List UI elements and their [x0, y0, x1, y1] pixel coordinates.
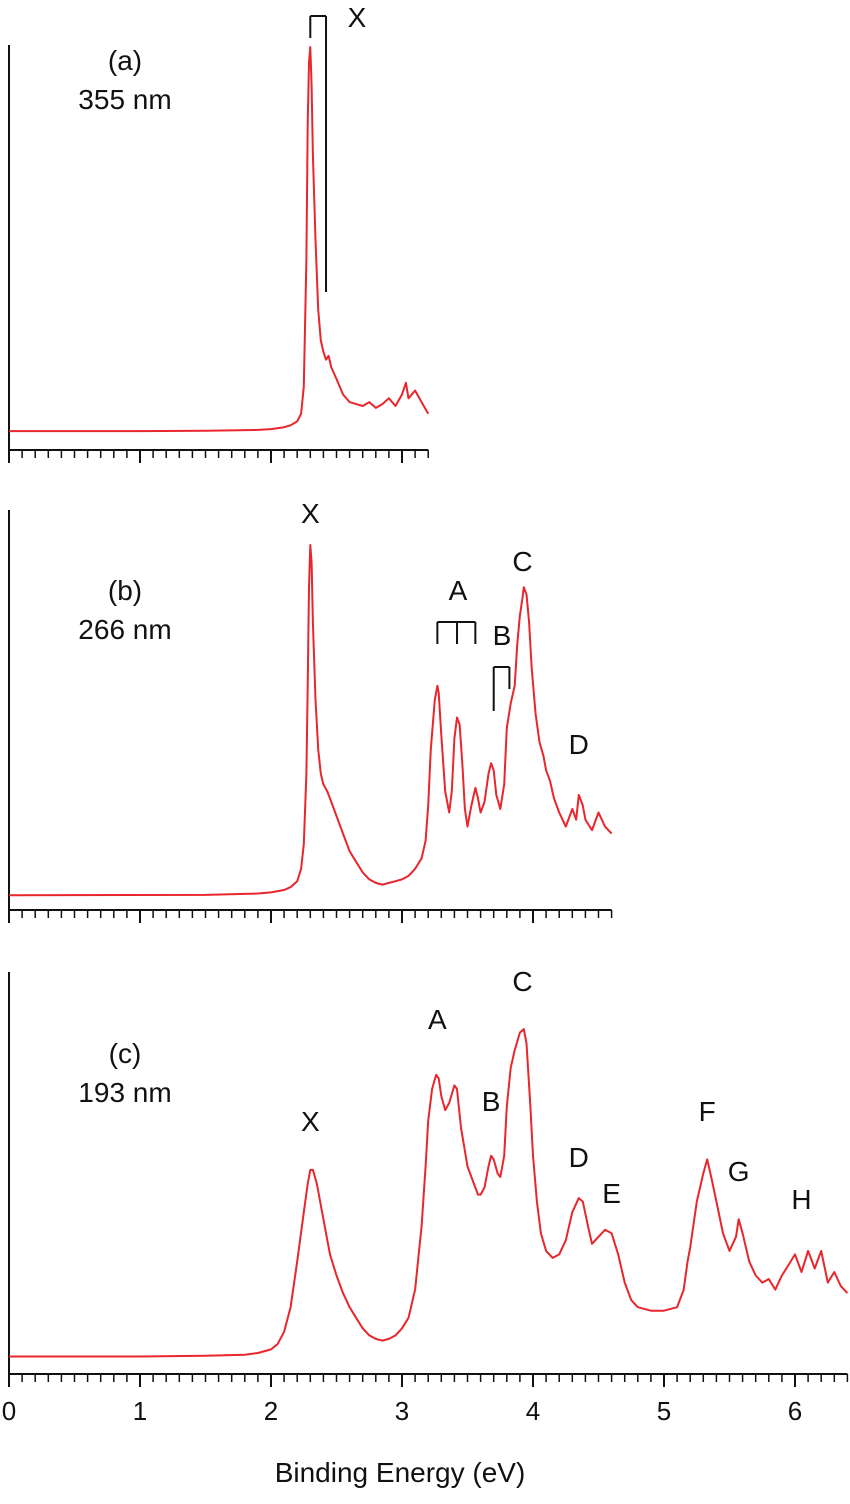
- peak-label-b: B: [482, 1086, 501, 1117]
- panel-c-wavelength: 193 nm: [78, 1077, 171, 1108]
- spectrum-trace: [8, 544, 613, 897]
- x-tick-label: 0: [2, 1396, 16, 1426]
- x-tick-label: 4: [526, 1396, 540, 1426]
- x-tick-label: 5: [657, 1396, 671, 1426]
- x-axis-title: Binding Energy (eV): [275, 1457, 526, 1488]
- peak-label-c: C: [512, 546, 532, 577]
- panel-b: (b) 266 nm X AB C D: [8, 498, 613, 923]
- peak-label-d: D: [569, 729, 589, 760]
- panel-a: (a) 355 nm X: [8, 2, 430, 463]
- panel-c-x-axis: [8, 1373, 849, 1387]
- panel-b-plot-area: [8, 544, 613, 897]
- panel-c-label: (c): [109, 1038, 142, 1069]
- spectrum-trace: [9, 1028, 849, 1358]
- panel-b-wavelength: 266 nm: [78, 614, 171, 645]
- peak-label-h: H: [791, 1184, 811, 1215]
- peak-label-g: G: [728, 1156, 750, 1187]
- peak-label-x: X: [301, 1106, 320, 1137]
- panel-b-x-axis: [8, 909, 613, 923]
- panel-c-annotations: X A B C DE FG H: [301, 966, 812, 1215]
- peak-label-c: C: [512, 966, 532, 997]
- peak-label-f: F: [699, 1096, 716, 1127]
- peak-label-x: X: [348, 2, 367, 33]
- x-tick-label: 2: [264, 1396, 278, 1426]
- peak-label-a: A: [428, 1004, 447, 1035]
- peak-label-d: D: [569, 1142, 589, 1173]
- x-tick-labels: 0 1 2 3 4 5 6: [2, 1396, 802, 1426]
- panel-b-label: (b): [108, 575, 142, 606]
- spectrum-trace: [9, 46, 430, 433]
- x-tick-label: 1: [133, 1396, 147, 1426]
- panel-a-annotations: X: [309, 2, 367, 292]
- peak-label-x: X: [301, 498, 320, 529]
- panel-b-annotations: X AB C D: [301, 498, 589, 760]
- peak-label-a: A: [449, 575, 468, 606]
- x-tick-label: 3: [395, 1396, 409, 1426]
- panel-c: (c) 193 nm X A B C DE FG H 0 1 2 3 4 5 6: [2, 966, 849, 1426]
- panel-a-plot-area: [9, 46, 430, 433]
- panel-a-wavelength: 355 nm: [78, 84, 171, 115]
- panel-a-x-axis: [8, 449, 429, 463]
- peak-label-e: E: [602, 1178, 621, 1209]
- x-tick-label: 6: [788, 1396, 802, 1426]
- panel-c-plot-area: [9, 1028, 849, 1358]
- peak-label-b: B: [493, 620, 512, 651]
- panel-a-label: (a): [108, 45, 142, 76]
